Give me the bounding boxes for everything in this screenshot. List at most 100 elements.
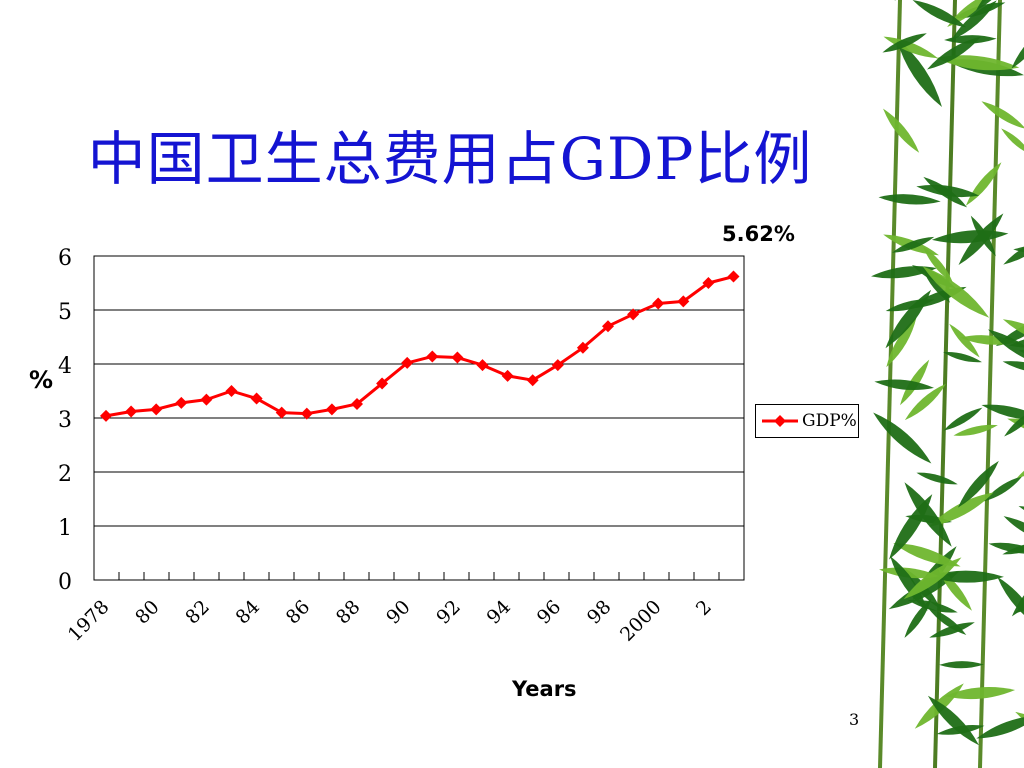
data-point xyxy=(150,403,163,416)
bamboo-leaf xyxy=(939,661,984,669)
series-group xyxy=(100,270,740,422)
y-tick-label: 6 xyxy=(58,246,72,271)
y-tick-label: 2 xyxy=(58,462,72,487)
bamboo-leaf xyxy=(904,482,952,547)
data-point xyxy=(652,297,665,310)
x-tick-label: 84 xyxy=(231,596,264,629)
bamboo-leaf xyxy=(896,38,942,107)
data-point xyxy=(225,385,238,397)
bamboo-leaf xyxy=(983,476,1023,502)
data-point xyxy=(100,409,112,422)
bamboo-leaf xyxy=(957,460,999,508)
bamboo-leaf xyxy=(936,55,1020,71)
y-tick-label: 5 xyxy=(58,300,72,325)
bamboo-leaf xyxy=(892,236,935,253)
bamboo-leaf xyxy=(1001,128,1024,155)
bamboo-leaf xyxy=(927,695,979,746)
chart-legend: GDP% xyxy=(755,404,859,438)
bamboo-leaf xyxy=(922,266,990,318)
x-tick-label: 96 xyxy=(533,596,566,629)
bamboo-leaf xyxy=(893,543,961,567)
bamboo-leaf xyxy=(1002,361,1024,373)
y-axis-ticks: 0 1 2 3 4 5 6 xyxy=(58,246,72,595)
bamboo-leaf xyxy=(903,557,962,600)
bamboo-leaf xyxy=(929,492,994,527)
data-point xyxy=(275,406,288,419)
bamboo-leaf xyxy=(1003,238,1024,265)
data-point xyxy=(702,277,715,289)
data-point xyxy=(551,359,564,372)
data-point xyxy=(576,341,589,354)
data-point xyxy=(250,392,263,405)
x-tick-label: 88 xyxy=(332,596,365,629)
bamboo-leaf xyxy=(929,622,975,638)
x-tick-label: 80 xyxy=(131,596,164,629)
bamboo-leaf xyxy=(997,576,1024,627)
bamboo-leaf xyxy=(907,599,958,613)
page-number: 3 xyxy=(849,710,860,729)
bamboo-leaf xyxy=(1016,451,1024,479)
bamboo-leaf xyxy=(927,36,982,70)
legend-label: GDP% xyxy=(802,411,857,431)
data-point xyxy=(476,359,489,372)
x-tick-label: 82 xyxy=(181,596,214,629)
data-point xyxy=(200,393,213,406)
y-tick-label: 0 xyxy=(58,570,72,595)
x-tick-label: 86 xyxy=(282,596,315,629)
data-point xyxy=(451,351,464,364)
bamboo-leaf xyxy=(916,472,958,485)
bamboo-leaf xyxy=(922,246,953,283)
x-tick-label: 94 xyxy=(482,596,515,629)
bamboo-leaf xyxy=(883,108,920,153)
bamboo-leaf xyxy=(943,407,983,431)
bamboo-leaf xyxy=(949,323,980,358)
data-point xyxy=(526,374,539,387)
bamboo-leaf xyxy=(944,687,1016,700)
bamboo-leaf xyxy=(904,383,946,421)
bamboo-leaf xyxy=(882,33,927,53)
y-axis-label: % xyxy=(29,366,54,394)
data-point xyxy=(627,308,640,321)
bamboo-leaf xyxy=(883,36,938,59)
bamboo-leaf xyxy=(965,162,1002,206)
slide-title: 中国卫生总费用占GDP比例 xyxy=(87,125,813,193)
y-tick-label: 4 xyxy=(58,354,72,379)
bamboo-leaf xyxy=(958,213,1004,266)
data-point xyxy=(426,350,439,363)
bamboo-leaf xyxy=(873,412,932,464)
x-tick-label: 2000 xyxy=(616,596,666,646)
bamboo-leaf xyxy=(1004,408,1024,437)
data-point xyxy=(175,396,188,409)
x-axis-label: Years xyxy=(512,677,577,701)
bamboo-leaf xyxy=(886,316,917,368)
data-point xyxy=(401,356,414,369)
bamboo-leaf xyxy=(947,0,993,28)
x-tick-label: 2 xyxy=(692,596,716,620)
bamboo-leaf xyxy=(916,184,980,198)
bamboo-leaf xyxy=(981,404,1024,420)
bamboo-leaf xyxy=(943,352,982,363)
data-point xyxy=(300,407,313,420)
bamboo-leaf xyxy=(1002,319,1024,345)
data-point xyxy=(351,397,363,410)
bamboo-leaf xyxy=(976,0,1012,11)
bamboo-leaf xyxy=(951,0,997,41)
bamboo-leaf xyxy=(890,555,928,611)
data-point xyxy=(376,377,389,390)
data-point xyxy=(727,270,740,283)
bamboo-stalk xyxy=(933,0,957,768)
bamboo-leaf xyxy=(953,424,998,436)
x-axis-ticks: 1978 80 82 84 86 88 90 92 94 96 98 2000 2 xyxy=(64,572,745,646)
data-point xyxy=(325,403,338,416)
bamboo-decoration xyxy=(871,0,1024,768)
legend-swatch-icon xyxy=(762,415,798,427)
data-point xyxy=(602,320,614,333)
bamboo-leaf xyxy=(1011,25,1024,69)
bamboo-leaf xyxy=(981,101,1024,129)
data-point xyxy=(125,405,138,418)
bamboo-leaf xyxy=(927,607,967,635)
data-point xyxy=(677,295,690,308)
bamboo-leaf xyxy=(931,230,1009,244)
bamboo-leaf xyxy=(885,289,932,349)
